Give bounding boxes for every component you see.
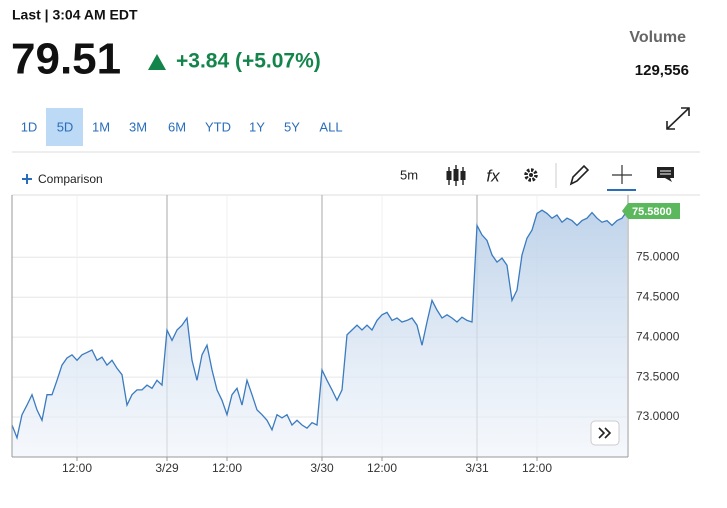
studies-icon[interactable]: fx: [486, 166, 500, 185]
candle-body: [446, 171, 452, 180]
y-tick-label: 73.5000: [636, 369, 680, 383]
comment-icon[interactable]: [657, 167, 674, 182]
x-tick-label: 12:00: [367, 461, 397, 475]
last-price-label: 75.5800: [632, 206, 672, 218]
range-button[interactable]: 1M: [92, 119, 110, 134]
settings-icon[interactable]: [524, 168, 538, 182]
x-tick-label: 12:00: [212, 461, 242, 475]
y-tick-label: 74.5000: [636, 289, 680, 303]
gear-center: [529, 173, 533, 177]
volume: 129,556: [635, 62, 689, 79]
range-button[interactable]: 5Y: [284, 119, 300, 134]
y-tick-label: 75.0000: [636, 249, 680, 263]
last-label: Last | 3:04 AM EDT: [12, 7, 138, 23]
candle-icon[interactable]: [446, 165, 466, 186]
chart: 73.0000 73.5000 74.0000 74.5000 75.0000 12:00…: [11, 194, 700, 475]
area-fill: [12, 210, 627, 457]
candle-body: [460, 171, 466, 180]
range-selector: 1D 5D 1M 3M 6M YTD 1Y 5Y ALL: [21, 108, 343, 146]
x-tick-label: 12:00: [522, 461, 552, 475]
range-button[interactable]: YTD: [205, 119, 231, 134]
range-button[interactable]: 5D: [57, 119, 74, 134]
interval[interactable]: 5m: [400, 167, 418, 182]
comparison-button[interactable]: Comparison: [22, 172, 103, 186]
plus-icon: [22, 174, 32, 184]
comparison-label: Comparison: [38, 172, 103, 186]
x-tick-label: 3/31: [465, 461, 489, 475]
up-arrow: [148, 54, 166, 70]
comment-lines: [660, 170, 671, 175]
price-line: [11, 209, 628, 441]
range-button[interactable]: 1Y: [249, 119, 265, 134]
candle-body: [453, 169, 459, 181]
chevrons: [598, 427, 612, 439]
x-tick-label: 3/30: [310, 461, 334, 475]
volume-label: Volume: [629, 29, 686, 46]
last-price-tag: [622, 202, 680, 219]
scroll-button[interactable]: [590, 420, 620, 446]
range-button[interactable]: 1D: [21, 119, 38, 134]
range-button[interactable]: 6M: [168, 119, 186, 134]
expand-icon[interactable]: [666, 107, 690, 130]
range-selected-bg: [46, 108, 83, 146]
range-button[interactable]: 3M: [129, 119, 147, 134]
draw-icon[interactable]: [569, 164, 590, 186]
x-tick-label: 3/29: [155, 461, 179, 475]
gear: [524, 168, 538, 182]
y-tick-label: 74.0000: [636, 329, 680, 343]
price: 79.51: [11, 35, 121, 84]
price-change: +3.84 (+5.07%): [176, 50, 321, 73]
expand-glyph: [666, 107, 690, 130]
x-tick-label: 12:00: [62, 461, 92, 475]
crosshair-icon[interactable]: [612, 165, 632, 184]
range-button[interactable]: ALL: [319, 119, 342, 134]
y-tick-label: 73.0000: [636, 409, 680, 423]
